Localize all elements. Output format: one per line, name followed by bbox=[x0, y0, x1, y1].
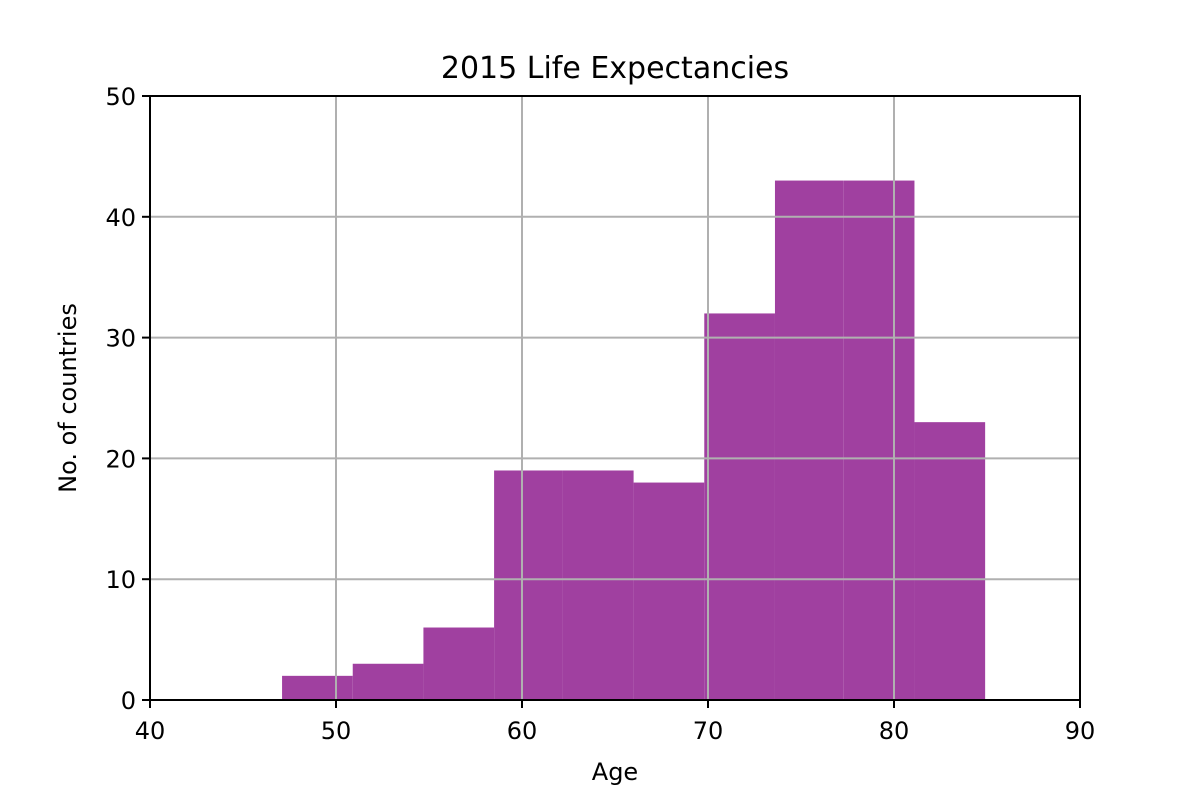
x-axis-label: Age bbox=[592, 758, 638, 786]
histogram-bar-9 bbox=[914, 422, 986, 700]
y-tick-label-0: 0 bbox=[121, 687, 136, 715]
histogram-bar-7 bbox=[774, 180, 844, 700]
histogram-bar-3 bbox=[494, 470, 563, 700]
histogram-bar-2 bbox=[423, 627, 495, 700]
histogram-bars bbox=[282, 180, 986, 700]
y-tick-label-2: 20 bbox=[105, 445, 136, 473]
plot-frame bbox=[149, 95, 1081, 701]
y-tick-label-1: 10 bbox=[105, 566, 136, 594]
y-tick-label-5: 50 bbox=[105, 83, 136, 111]
x-tick-label-0: 40 bbox=[135, 717, 166, 745]
axis-ticks: 40 50 60 70 80 90 0 10 20 30 40 50 bbox=[105, 83, 1095, 745]
x-tick-label-1: 50 bbox=[321, 717, 352, 745]
x-tick-label-3: 70 bbox=[693, 717, 724, 745]
x-tick-label-5: 90 bbox=[1065, 717, 1096, 745]
histogram-bar-8 bbox=[843, 180, 915, 700]
y-tick-label-4: 40 bbox=[105, 204, 136, 232]
y-tick-label-3: 30 bbox=[105, 325, 136, 353]
histogram-bar-1 bbox=[352, 663, 424, 700]
chart-title: 2015 Life Expectancies bbox=[441, 51, 789, 86]
x-tick-label-4: 80 bbox=[879, 717, 910, 745]
x-tick-label-2: 60 bbox=[507, 717, 538, 745]
histogram-bar-6 bbox=[704, 313, 775, 700]
histogram-bar-5 bbox=[633, 482, 705, 700]
histogram-bar-0 bbox=[282, 675, 353, 700]
histogram-bar-4 bbox=[562, 470, 634, 700]
y-axis-label: No. of countries bbox=[54, 303, 82, 493]
